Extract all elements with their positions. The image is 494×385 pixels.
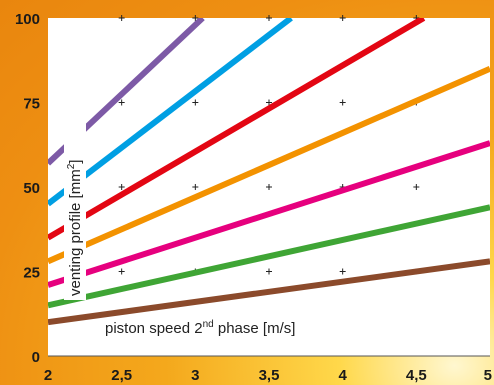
- series-lines: [48, 18, 490, 326]
- y-tick-label: 75: [23, 96, 40, 113]
- x-tick-label: 4: [338, 367, 347, 384]
- x-tick-label: 2,5: [111, 367, 132, 384]
- x-axis-label: piston speed 2nd phase [m/s]: [105, 319, 295, 337]
- grid-marker: [192, 15, 199, 21]
- x-tick-label: 4,5: [406, 367, 427, 384]
- grid-marker: [266, 184, 272, 190]
- grid-marker: [339, 268, 346, 275]
- grid-marker: [118, 99, 125, 106]
- series-line-6: [48, 18, 293, 207]
- y-tick-label: 25: [23, 265, 40, 282]
- grid-marker: [192, 184, 199, 190]
- x-axis-ticks: 2 2,5 3 3,5 4 4,5 5: [44, 367, 492, 384]
- ylabel-backdrop: [64, 108, 86, 300]
- y-tick-label: 50: [23, 180, 40, 197]
- grid-marker: [339, 99, 346, 106]
- series-line-4: [48, 65, 490, 265]
- series-line-1: [48, 258, 490, 326]
- y-tick-label: 0: [32, 349, 40, 366]
- series-line-3: [48, 140, 490, 288]
- grid-marker: [339, 15, 346, 21]
- x-tick-label: 5: [484, 367, 492, 384]
- x-tick-label: 2: [44, 367, 52, 384]
- grid-marker: [118, 268, 125, 275]
- series-line-2: [48, 204, 490, 309]
- series-line-5: [48, 18, 426, 241]
- grid-marker: [266, 99, 272, 106]
- grid-marker: [192, 99, 199, 106]
- grid-marker: [413, 184, 420, 190]
- x-tick-label: 3: [191, 367, 199, 384]
- y-axis-label: venting profile [mm2]: [66, 160, 84, 296]
- grid-marker: [266, 15, 272, 21]
- y-tick-label: 100: [15, 11, 40, 28]
- grid-marker: [118, 15, 125, 21]
- grid-marker: [266, 268, 272, 275]
- x-tick-label: 3,5: [259, 367, 280, 384]
- grid-marker: [118, 184, 125, 190]
- y-axis-ticks: 0 25 50 75 100: [15, 11, 40, 366]
